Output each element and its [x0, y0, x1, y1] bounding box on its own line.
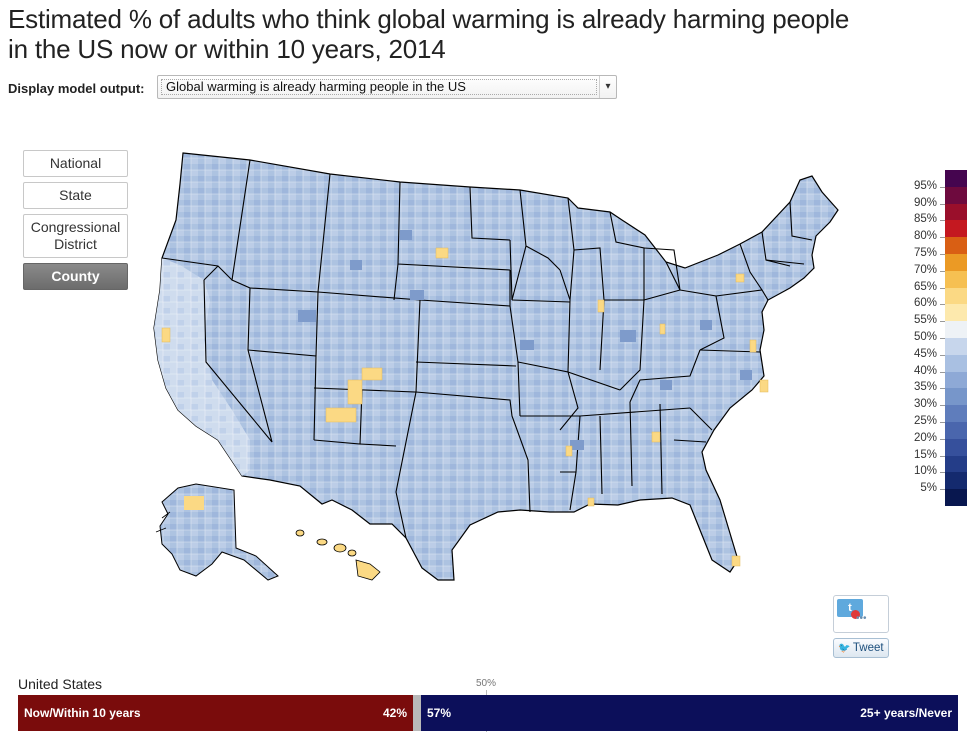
page-title: Estimated % of adults who think global w…: [8, 4, 963, 64]
now-within-10-years-label: Now/Within 10 years: [24, 706, 141, 720]
legend-label: 30%: [913, 398, 937, 411]
legend-tick: [940, 489, 945, 491]
dont-know-bar: [413, 695, 421, 731]
legend-swatch: [945, 186, 967, 205]
legend-label: 35%: [913, 381, 937, 394]
us-county-map[interactable]: [100, 140, 840, 600]
legend-tick: [940, 405, 945, 407]
hawaii[interactable]: [295, 529, 381, 581]
midpoint-label: 50%: [476, 678, 497, 689]
legend-label: 15%: [913, 448, 937, 461]
chevron-down-icon[interactable]: ▾: [599, 76, 616, 98]
legend-label: 45%: [913, 347, 937, 360]
darker-counties: [298, 230, 752, 450]
legend-swatch: [945, 388, 967, 406]
geography-level-buttons: National State Congressional District Co…: [23, 150, 128, 295]
legend-tick: [940, 220, 945, 222]
legend-tick: [940, 203, 945, 205]
legend-swatch: [945, 338, 967, 356]
legend-swatch: [945, 321, 967, 339]
legend-label: 65%: [913, 280, 937, 293]
display-model-output-label: Display model output:: [8, 81, 145, 96]
legend-swatch: [945, 287, 967, 305]
legend-label: 40%: [913, 364, 937, 377]
legend-tick: [940, 371, 945, 373]
tweet-dots: •••: [856, 613, 867, 624]
legend-label: 60%: [913, 297, 937, 310]
legend-swatch: [945, 422, 967, 440]
legend-label: 80%: [913, 230, 937, 243]
legend-swatch: [945, 455, 967, 473]
legend-tick: [940, 287, 945, 289]
legend-swatch: [945, 254, 967, 272]
select-focus-ring: [161, 79, 597, 95]
now-within-10-years-bar: Now/Within 10 years 42%: [18, 695, 413, 731]
model-output-select[interactable]: Global warming is already harming people…: [157, 75, 617, 99]
legend-label: 85%: [913, 213, 937, 226]
legend-label: 90%: [913, 196, 937, 209]
state-borders: [161, 159, 813, 539]
legend-tick: [940, 455, 945, 457]
legend-swatch: [945, 237, 967, 255]
25-years-never-value: 57%: [427, 706, 452, 720]
legend-label: 10%: [913, 465, 937, 478]
legend-tick: [940, 186, 945, 188]
legend-tick: [940, 438, 945, 440]
legend-label: 25%: [913, 415, 937, 427]
legend-tick: [940, 354, 945, 356]
legend-label: 5%: [920, 482, 937, 495]
legend-swatch: [945, 203, 967, 221]
legend-label: 75%: [913, 247, 937, 259]
summary-region-label: United States: [18, 676, 103, 692]
tweet-label: Tweet: [852, 642, 884, 654]
legend-tick: [940, 388, 945, 390]
color-legend: 95% 90% 85% 80% 75% 70% 65% 60% 55% 50% 45% 40% 35% 3…: [905, 170, 967, 510]
level-county-button[interactable]: County: [23, 263, 128, 290]
level-national-button[interactable]: National: [23, 150, 128, 177]
legend-tick: [940, 237, 945, 239]
legend-swatch: [945, 220, 967, 238]
continental-us[interactable]: [153, 152, 839, 581]
legend-tick: [940, 270, 945, 272]
legend-tick: [940, 304, 945, 306]
above-50-counties: [161, 247, 769, 567]
page-title-line-1: Estimated % of adults who think global w…: [8, 4, 850, 34]
level-state-button[interactable]: State: [23, 182, 128, 209]
twitter-bird-icon: 🐦: [838, 643, 851, 654]
legend-swatch: [945, 270, 967, 289]
alaska-warm-area: [184, 496, 204, 510]
level-congressional-district-button[interactable]: Congressional District: [23, 214, 128, 258]
legend-tick: [940, 472, 945, 474]
alaska[interactable]: [159, 483, 279, 581]
southwest-light-region: [154, 258, 250, 476]
legend-tick: [940, 422, 945, 423]
legend-swatch: [945, 489, 967, 507]
25-years-never-bar: 57% 25+ years/Never: [421, 695, 958, 731]
legend-swatch: [945, 472, 967, 490]
legend-swatch: [945, 354, 967, 373]
tweet-button[interactable]: 🐦 Tweet: [833, 638, 889, 658]
alaska-islands: [155, 511, 171, 533]
legend-tick: [940, 321, 945, 323]
legend-label: 95%: [913, 179, 937, 192]
legend-label: 50%: [913, 331, 937, 343]
legend-label: 55%: [913, 314, 937, 327]
now-within-10-years-value: 42%: [382, 706, 407, 720]
legend-tick: [940, 254, 945, 255]
legend-swatch: [945, 304, 967, 322]
legend-swatch: [945, 405, 967, 423]
legend-swatch: [945, 438, 967, 457]
legend-swatch: [945, 170, 967, 188]
page-title-line-2: in the US now or within 10 years, 2014: [8, 34, 446, 64]
model-output-selected-value: Global warming is already harming people…: [166, 79, 466, 94]
tweet-count-box[interactable]: t •••: [833, 595, 889, 633]
legend-label: 20%: [913, 431, 937, 444]
25-years-never-label: 25+ years/Never: [860, 706, 952, 720]
legend-tick: [940, 338, 945, 339]
legend-swatch: [945, 371, 967, 389]
legend-label: 70%: [913, 263, 937, 276]
tweet-count-icon: t: [837, 599, 863, 619]
